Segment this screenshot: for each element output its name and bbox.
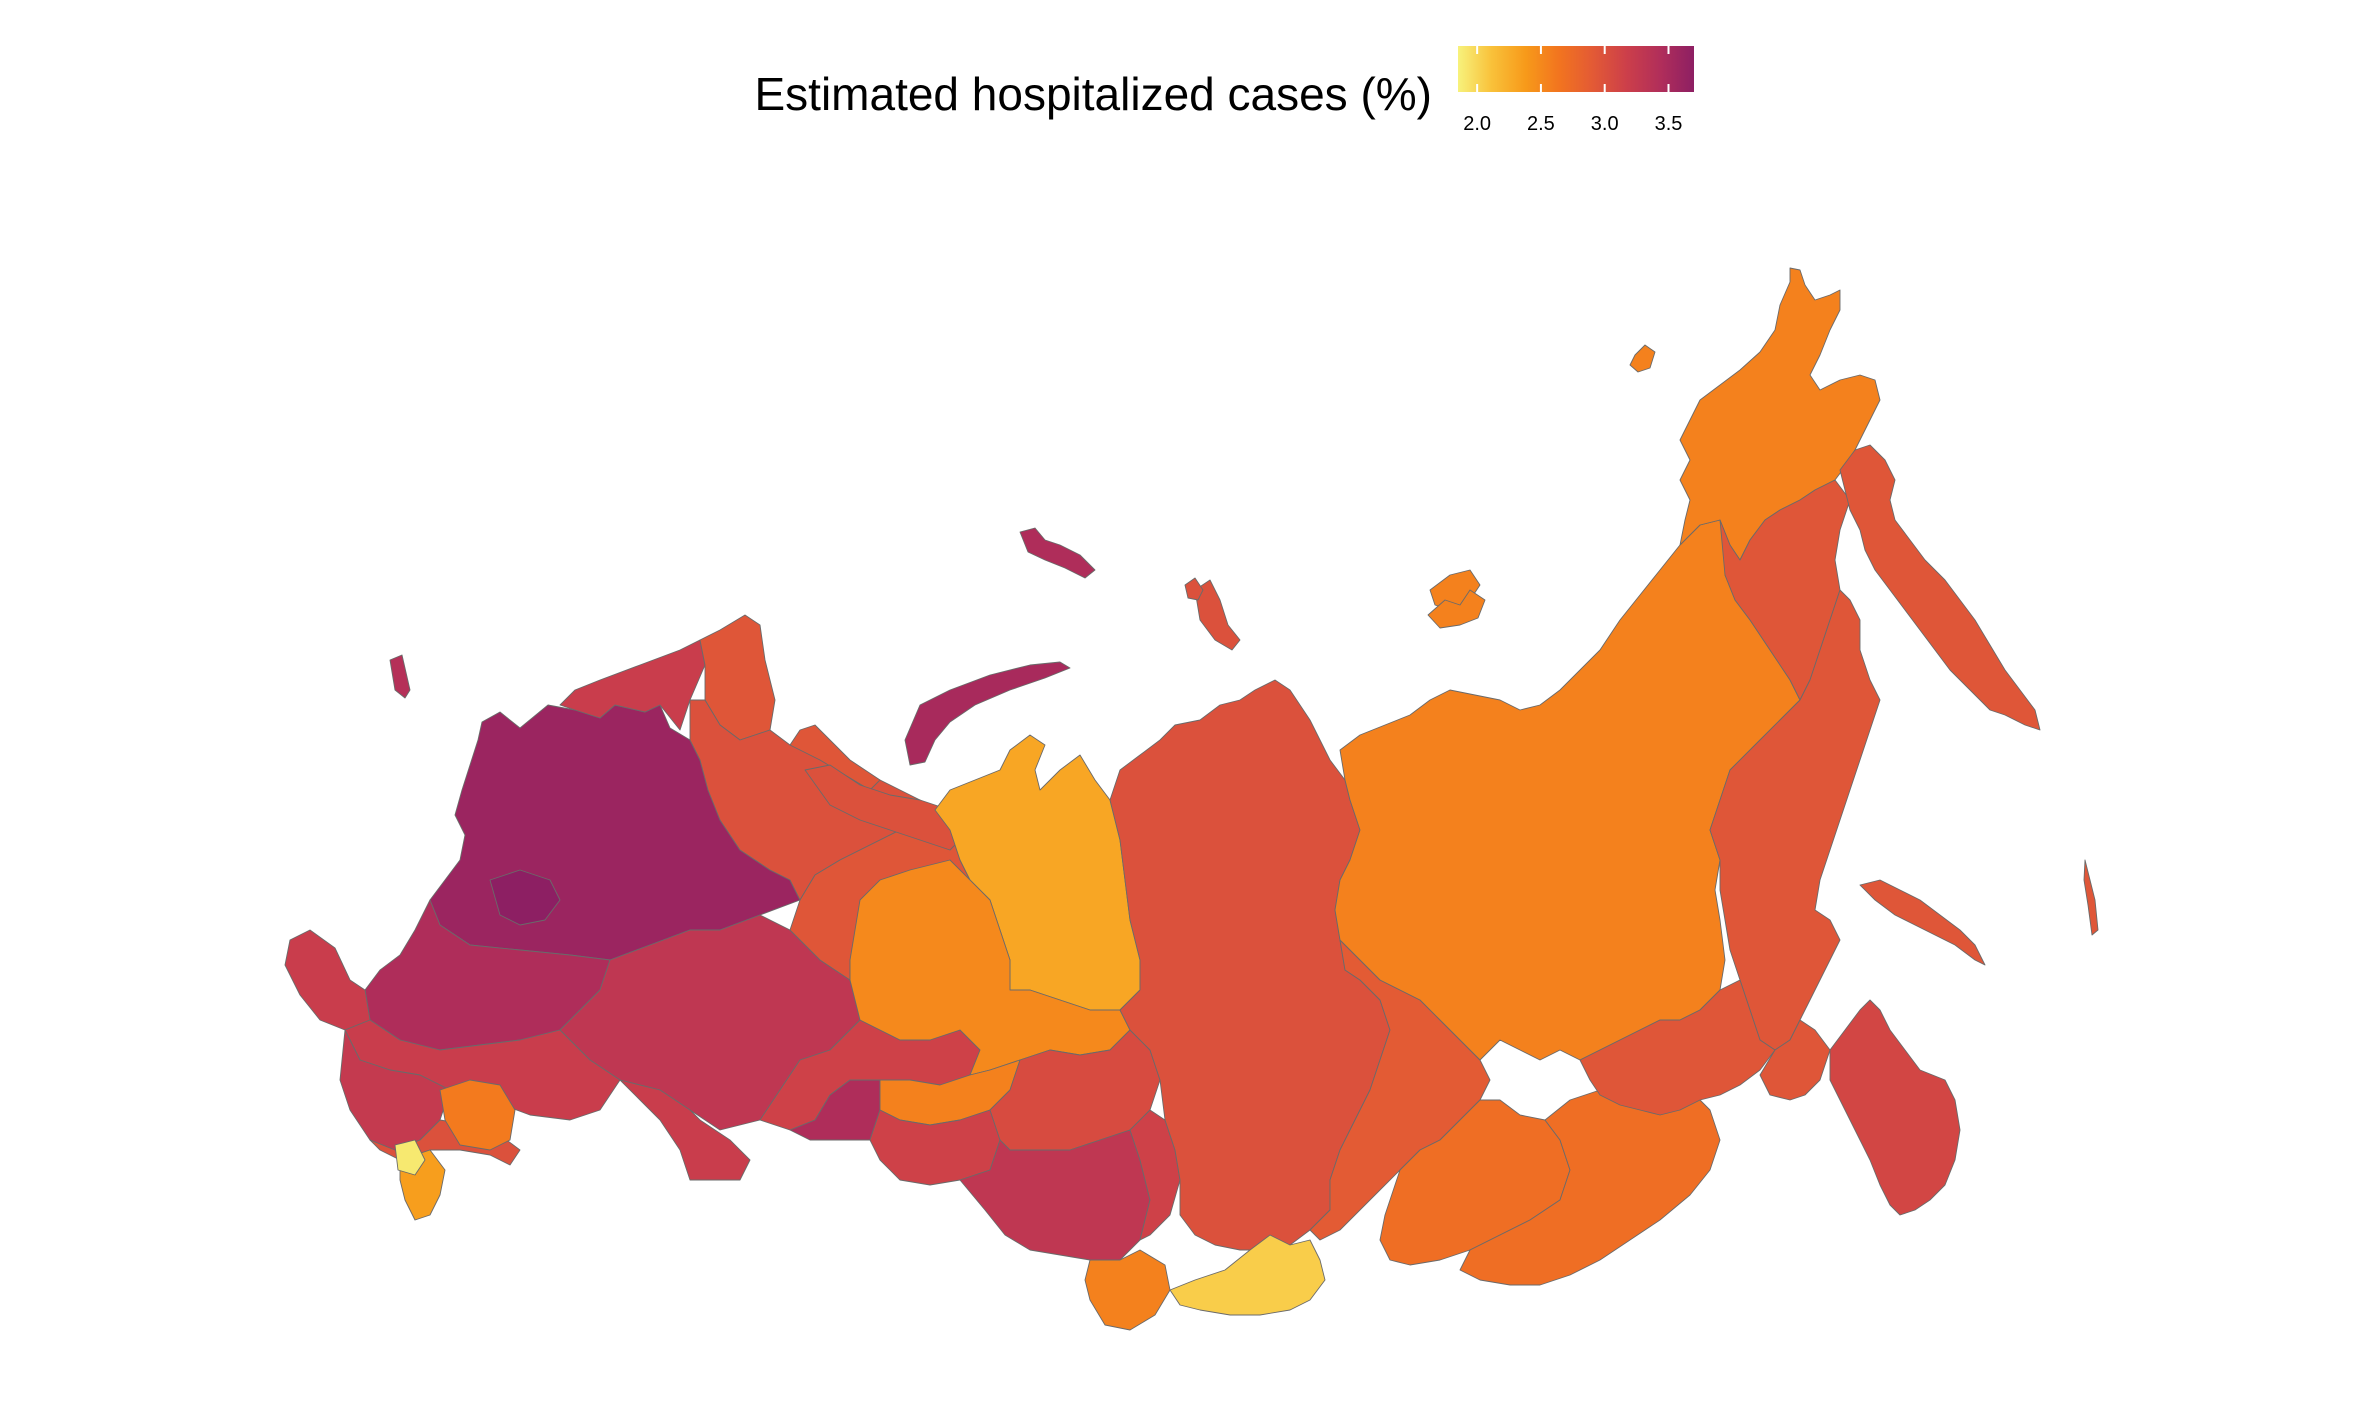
legend: Estimated hospitalized cases (%) 2.0 2.5 3…: [754, 46, 1694, 135]
region-west-border: [284, 929, 371, 1031]
region-kuril-islands: [2083, 859, 2099, 936]
legend-title: Estimated hospitalized cases (%): [754, 68, 1432, 120]
region-chechnya-area: [394, 1139, 426, 1176]
region-severnaya-zemlya: [1194, 579, 1241, 651]
legend-ticks: 2.0 2.5 3.0 3.5: [1463, 46, 1682, 135]
legend-tick-label: 3.5: [1655, 113, 1683, 135]
region-magadan: [1719, 479, 1851, 701]
region-jewish-ao: [1759, 1019, 1831, 1101]
region-franz-josef-land: [1019, 527, 1096, 579]
region-kamchatka: [1839, 444, 2041, 731]
legend-colorbar: [1458, 46, 1694, 92]
region-moscow-region: [489, 869, 561, 926]
region-vaygach-island: [1184, 577, 1204, 601]
legend-tick-label: 3.0: [1591, 113, 1619, 135]
region-novaya-zemlya: [904, 661, 1071, 766]
region-kemerovo: [1129, 1109, 1181, 1241]
region-caucasus-east: [439, 1079, 516, 1151]
regions: [284, 267, 2099, 1331]
legend-tick-label: 2.0: [1463, 113, 1491, 135]
region-wrangel-island: [1629, 344, 1656, 373]
legend-tick-label: 2.5: [1527, 113, 1555, 135]
region-tuva: [1169, 1234, 1326, 1316]
region-primorsky: [1829, 999, 1961, 1216]
region-altai-republic: [1084, 1249, 1171, 1331]
region-bolshevik-island: [1427, 589, 1486, 629]
region-kaliningrad: [389, 654, 411, 699]
region-sakhalin: [1859, 879, 1986, 966]
region-kola-peninsula: [699, 614, 776, 741]
